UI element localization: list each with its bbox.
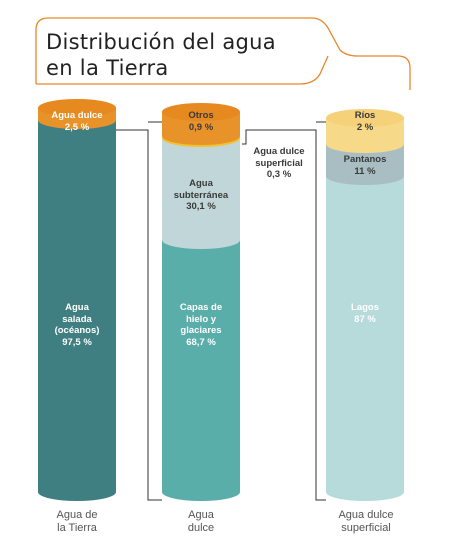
- label-lakes-text: Lagos 87 %: [351, 302, 379, 325]
- caption-fresh-water: Agua dulce: [187, 509, 215, 534]
- cylinder-1-bottom: [38, 483, 116, 501]
- label-others-text: Otros 0,9 %: [188, 110, 214, 133]
- label-others: Otros 0,9 %: [162, 110, 240, 133]
- segment-others-lower: [162, 127, 240, 145]
- label-rivers: Ríos 2 %: [326, 110, 404, 133]
- label-swamps: Pantanos 11 %: [326, 154, 404, 177]
- cylinder-3-top: [326, 109, 404, 127]
- connector-surface-to-column3: [242, 129, 326, 501]
- label-swamps-text: Pantanos 11 %: [343, 154, 387, 177]
- cylinder-1-top: [38, 99, 116, 117]
- label-salt-water-text: Agua salada (océanos) 97,5 %: [54, 302, 100, 348]
- label-ice-caps: Capas de hielo y glaciares 68,7 %: [162, 302, 240, 348]
- label-groundwater-text: Agua subterránea 30,1 %: [173, 178, 229, 212]
- cylinder-surface-water: [326, 109, 404, 501]
- segment-swamps-lower: [326, 167, 404, 185]
- connector-fresh-to-column2: [112, 129, 162, 501]
- cylinder-2-top: [162, 103, 240, 121]
- cylinder-fresh-water: [162, 103, 240, 501]
- label-surface-callout: Agua dulce superficial 0,3 %: [246, 146, 312, 181]
- title-banner: Distribución del agua en la Tierra: [0, 0, 465, 110]
- cylinder-earth-water: [38, 99, 116, 501]
- cylinder-2-bottom: [162, 483, 240, 501]
- label-surface-callout-text: Agua dulce superficial 0,3 %: [253, 146, 305, 180]
- caption-surface-water: Agua dulce superficial: [338, 509, 394, 534]
- segment-groundwater-lower: [162, 231, 240, 249]
- segment-salt-water: [38, 120, 116, 492]
- label-ice-caps-text: Capas de hielo y glaciares 68,7 %: [179, 302, 223, 348]
- title-frame: [35, 17, 411, 90]
- cylinder-3-bottom: [326, 483, 404, 501]
- segment-ice-caps: [162, 240, 240, 492]
- title-line-2: en la Tierra: [46, 56, 169, 80]
- segment-rivers-lower: [326, 135, 404, 153]
- title-frame-bottom: [36, 55, 329, 85]
- label-salt-water: Agua salada (océanos) 97,5 %: [38, 302, 116, 348]
- label-groundwater: Agua subterránea 30,1 %: [162, 178, 240, 213]
- label-fresh-water: Agua dulce 2,5 %: [38, 110, 116, 133]
- caption-earth-water: Agua de la Tierra: [56, 509, 98, 534]
- segment-lakes: [326, 176, 404, 492]
- segment-groundwater: [162, 138, 240, 240]
- title-line-1: Distribución del agua: [46, 30, 276, 54]
- label-lakes: Lagos 87 %: [326, 302, 404, 325]
- label-rivers-text: Ríos 2 %: [354, 110, 376, 133]
- label-fresh-water-text: Agua dulce 2,5 %: [51, 110, 103, 133]
